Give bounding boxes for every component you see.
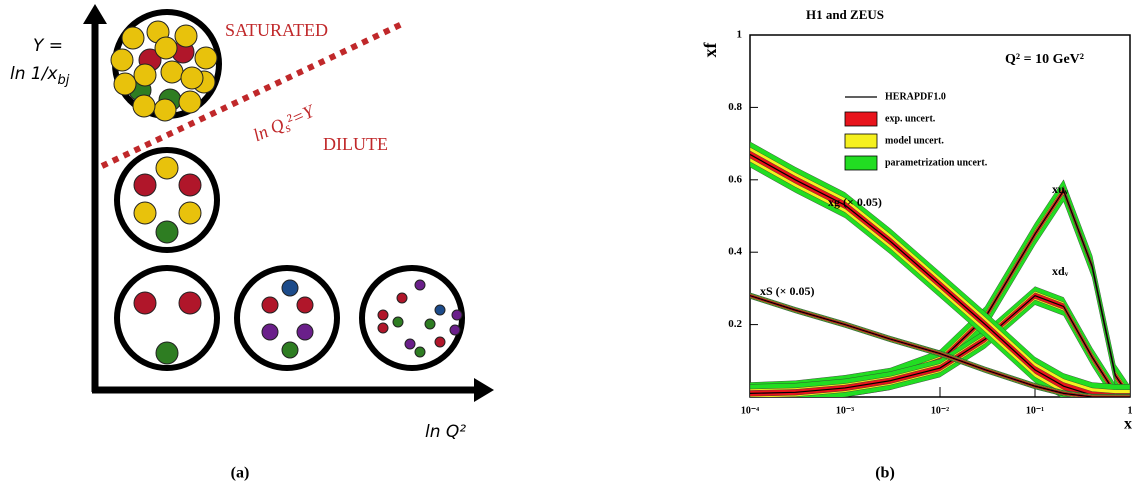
parton: [450, 325, 460, 335]
annotation: Q² = 10 GeV²: [1005, 52, 1084, 67]
y-label-sub: bj: [58, 73, 70, 88]
parton: [378, 310, 388, 320]
y-tick-label: 0.6: [728, 173, 742, 185]
parton: [134, 202, 156, 224]
arrowhead: [474, 378, 494, 402]
hadron-diagrams: [111, 12, 462, 368]
arrowhead: [83, 4, 107, 24]
boundary-label: ln Qs²=Y: [250, 100, 320, 148]
x-tick-label: 10⁻²: [931, 405, 949, 416]
parton: [425, 319, 435, 329]
parton: [156, 342, 178, 364]
parton: [435, 305, 445, 315]
y-axis-label: xf: [700, 42, 720, 58]
parton: [114, 73, 136, 95]
parton: [297, 297, 313, 313]
parton: [297, 324, 313, 340]
y-label: Y =: [33, 36, 63, 56]
boundary-rest: ²=Y: [284, 100, 319, 130]
chart-panel: H1 and ZEUS xf x Q² = 10 GeV² 0.2 0.4 0.6 0…: [700, 7, 1132, 433]
legend-label: exp. uncert.: [885, 113, 936, 124]
parton: [134, 292, 156, 314]
dilute-label: DILUTE: [323, 134, 388, 154]
parton: [181, 67, 203, 89]
y-tick-label: 1: [737, 29, 743, 41]
parton: [161, 61, 183, 83]
parton: [179, 292, 201, 314]
parton: [175, 25, 197, 47]
parton: [415, 280, 425, 290]
plot-area: [750, 142, 1130, 410]
x-tick-label: 10⁻³: [836, 405, 854, 416]
parton: [134, 64, 156, 86]
parton: [452, 310, 462, 320]
y-tick-label: 0.4: [728, 246, 742, 258]
caption: (b): [875, 465, 895, 482]
x-tick-label: 10⁻¹: [1026, 405, 1044, 416]
series-label: xuᵥ: [1052, 182, 1069, 196]
x-tick-label: 1: [1128, 405, 1133, 416]
parton: [179, 91, 201, 113]
legend-label: model uncert.: [885, 135, 944, 146]
legend-label: HERAPDF1.0: [885, 91, 946, 102]
parton: [195, 47, 217, 69]
legend-swatch: [845, 134, 877, 148]
parton: [393, 317, 403, 327]
saturated-label: SATURATED: [225, 20, 328, 40]
caption: (a): [231, 465, 250, 482]
legend-label: parametrization uncert.: [885, 157, 988, 168]
boundary-main: ln Q: [250, 114, 287, 145]
parton: [262, 324, 278, 340]
series-label: xg (× 0.05): [828, 195, 882, 209]
chart-title: H1 and ZEUS: [806, 7, 884, 22]
x-label: ln Q²: [425, 422, 466, 442]
figure: Y = ln 1/xbj ln Q² SATURATED DILUTE ln Q…: [0, 0, 1145, 495]
parton: [435, 337, 445, 347]
hadron: [362, 268, 462, 368]
parton: [133, 95, 155, 117]
parton: [405, 339, 415, 349]
parton: [179, 202, 201, 224]
y-tick-label: 0.8: [728, 101, 742, 113]
parton: [155, 37, 177, 59]
parton: [397, 293, 407, 303]
legend-swatch: [845, 112, 877, 126]
parton: [262, 297, 278, 313]
parton: [179, 174, 201, 196]
parton: [282, 280, 298, 296]
parton: [134, 174, 156, 196]
parton: [156, 221, 178, 243]
y-tick-label: 0.2: [728, 318, 742, 330]
parton: [156, 157, 178, 179]
series-label: xdᵥ: [1052, 264, 1069, 278]
x-tick-label: 10⁻⁴: [741, 405, 759, 416]
parton: [415, 347, 425, 357]
x-axis-label: x: [1124, 416, 1132, 433]
parton: [154, 99, 176, 121]
parton: [378, 323, 388, 333]
series-label: xS (× 0.05): [760, 284, 815, 298]
diagram-panel: Y = ln 1/xbj ln Q² SATURATED DILUTE ln Q…: [10, 4, 494, 442]
parton: [282, 342, 298, 358]
parton: [111, 49, 133, 71]
y-label: ln 1/xbj: [10, 64, 70, 88]
y-label-main: ln 1/x: [10, 64, 58, 84]
legend-swatch: [845, 156, 877, 170]
parton: [122, 27, 144, 49]
